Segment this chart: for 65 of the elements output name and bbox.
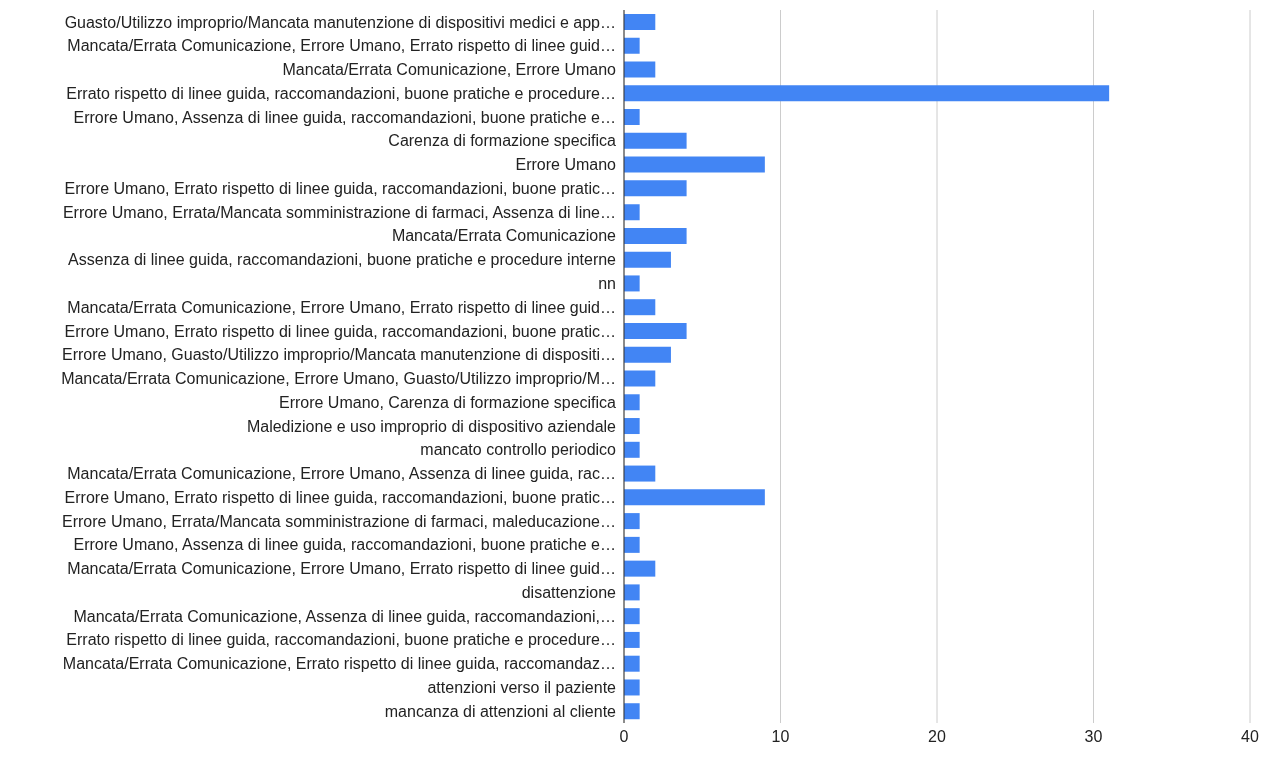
bar <box>624 465 656 482</box>
y-tick-label: Mancata/Errata Comunicazione, Assenza di linee guida, raccomandazioni,… <box>73 607 616 625</box>
bar <box>624 489 765 506</box>
y-tick-label: Mancata/Errata Comunicazione, Errore Umano, Errato rispetto di linee guid… <box>67 37 616 55</box>
y-tick-label: Mancata/Errata Comunicazione <box>391 227 617 245</box>
y-tick-label: Errore Umano, Assenza di linee guida, raccomandazioni, buone pratiche e… <box>73 536 616 554</box>
bar <box>624 394 640 411</box>
bar <box>624 441 640 458</box>
y-tick-label: Mancata/Errata Comunicazione, Errore Umano, Guasto/Utilizzo improprio/M… <box>61 370 616 388</box>
bar <box>624 631 640 648</box>
bar <box>624 418 640 435</box>
y-tick-label: Errato rispetto di linee guida, raccomandazioni, buone pratiche e procedure… <box>66 631 616 649</box>
bar <box>624 703 640 720</box>
x-tick-label: 20 <box>928 728 946 746</box>
x-tick-label: 30 <box>1084 728 1103 746</box>
bar <box>624 513 640 530</box>
y-tick-label: Carenza di formazione specifica <box>388 132 617 150</box>
y-tick-label: Errore Umano <box>515 156 617 174</box>
y-tick-label: mancato controllo periodico <box>420 441 617 459</box>
y-tick-label: Errore Umano, Errato rispetto di linee guida, raccomandazioni, buone pratic… <box>64 322 616 340</box>
bar <box>624 560 656 577</box>
y-tick-label: Assenza di linee guida, raccomandazioni, buone pratiche e procedure interne <box>68 251 617 269</box>
y-tick-label: mancanza di attenzioni al cliente <box>384 702 617 720</box>
y-tick-label: Guasto/Utilizzo improprio/Mancata manutenzione di dispositivi medici e app… <box>64 13 616 31</box>
bar <box>624 370 656 387</box>
bar <box>624 109 640 126</box>
bar <box>624 227 687 244</box>
bar <box>624 37 640 54</box>
bar <box>624 679 640 696</box>
y-tick-label: Errore Umano, Errata/Mancata somministrazione di farmaci, Assenza di line… <box>62 203 616 221</box>
bar <box>624 14 656 30</box>
y-tick-label: disattenzione <box>521 583 617 601</box>
bar <box>624 156 765 173</box>
y-tick-label: Errato rispetto di linee guida, raccomandazioni, buone pratiche e procedure… <box>66 84 616 102</box>
y-tick-label: Mancata/Errata Comunicazione, Errore Umano <box>282 61 617 79</box>
y-tick-label: Errore Umano, Assenza di linee guida, raccomandazioni, buone pratiche e… <box>73 108 616 126</box>
y-tick-label: Errore Umano, Carenza di formazione specifica <box>278 393 617 411</box>
y-tick-label: nn <box>598 275 616 292</box>
bar <box>624 536 640 553</box>
bar <box>624 608 640 625</box>
y-tick-label: Mancata/Errata Comunicazione, Errore Umano, Errato rispetto di linee guid… <box>67 560 616 578</box>
bar <box>624 85 1110 102</box>
y-tick-label: Mancata/Errata Comunicazione, Errore Umano, Assenza di linee guida, rac… <box>67 465 616 483</box>
y-tick-label: Errore Umano, Errato rispetto di linee guida, raccomandazioni, buone pratic… <box>64 488 616 506</box>
x-tick-label: 10 <box>771 728 790 746</box>
bar <box>624 275 640 292</box>
y-tick-label: Errore Umano, Errata/Mancata somministrazione di farmaci, maleducazione… <box>62 512 616 530</box>
bar <box>624 584 640 601</box>
bar <box>624 251 671 268</box>
bar <box>624 204 640 221</box>
bar <box>624 655 640 672</box>
y-tick-label: Mancata/Errata Comunicazione, Errato rispetto di linee guida, raccomandaz… <box>62 655 616 673</box>
y-tick-label: Errore Umano, Guasto/Utilizzo improprio/Mancata manutenzione di dispositi… <box>61 346 616 364</box>
y-tick-label: attenzioni verso il paziente <box>427 679 617 697</box>
bar <box>624 322 687 339</box>
x-tick-label: 0 <box>619 728 629 746</box>
bar <box>624 61 656 78</box>
bar <box>624 299 656 316</box>
y-tick-label: Mancata/Errata Comunicazione, Errore Umano, Errato rispetto di linee guid… <box>67 298 616 316</box>
y-tick-label: Errore Umano, Errato rispetto di linee guida, raccomandazioni, buone pratic… <box>64 179 616 197</box>
bar <box>624 346 671 363</box>
bar <box>624 132 687 149</box>
x-tick-label: 40 <box>1241 728 1259 746</box>
y-tick-label: Maledizione e uso improprio di dispositivo aziendale <box>246 417 617 435</box>
bar <box>624 180 687 197</box>
